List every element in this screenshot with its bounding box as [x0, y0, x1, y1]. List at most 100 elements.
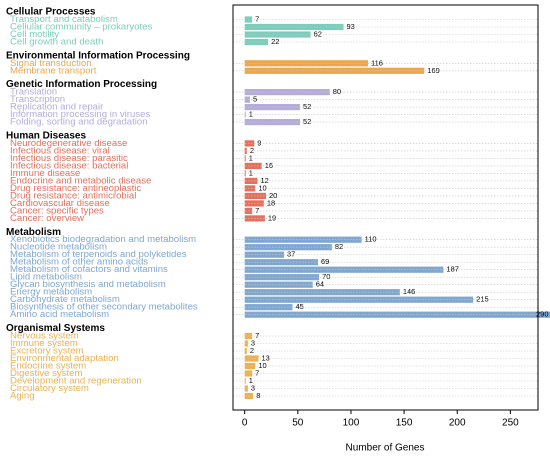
- row-label: Nucleotide metabolism: [10, 242, 107, 253]
- value-label: 7: [255, 14, 259, 23]
- row-label: Transport and catabolism: [10, 14, 118, 25]
- row-label: Glycan biosynthesis and metabolism: [10, 279, 166, 290]
- row-label: Metabolism of terpenoids and polyketides: [10, 249, 187, 260]
- row-label: Carbohydrate metabolism: [10, 294, 120, 305]
- plot-frame: [232, 4, 539, 411]
- row-label: Aging: [10, 391, 35, 402]
- group-label: Organismal Systems: [6, 323, 105, 334]
- row-label: Lipid metabolism: [10, 272, 82, 283]
- value-label: 82: [335, 242, 343, 251]
- value-label: 110: [365, 235, 377, 244]
- value-label: 7: [255, 331, 259, 340]
- bar: [244, 31, 311, 38]
- value-label: 8: [256, 391, 260, 400]
- row-label: Drug resistance: antimicrobial: [10, 190, 136, 201]
- group-label: Genetic Information Processing: [6, 79, 157, 90]
- row-label: Infectious disease: bacterial: [10, 160, 128, 171]
- value-label: 64: [316, 280, 324, 289]
- value-label: 52: [303, 117, 311, 126]
- row-label: Folding, sorting and degradation: [10, 117, 148, 128]
- row-label: Replication and repair: [10, 102, 104, 113]
- bar: [244, 296, 474, 303]
- x-tick-label: 0: [242, 418, 248, 429]
- value-label: 20: [269, 191, 277, 200]
- value-label: 19: [268, 213, 276, 222]
- bar: [244, 362, 256, 370]
- row-label: Endocrine and metabolic disease: [10, 175, 151, 186]
- value-label: 69: [321, 257, 329, 266]
- row-label: Cellular community – prokaryotes: [10, 22, 153, 33]
- value-label: 9: [257, 138, 261, 147]
- value-label: 10: [258, 183, 266, 192]
- row-label: Amino acid metabolism: [10, 309, 109, 320]
- bar: [244, 311, 550, 318]
- row-label: Transcription: [10, 94, 65, 105]
- bar: [244, 162, 262, 169]
- bar: [244, 185, 256, 192]
- x-axis-title: Number of Genes: [346, 443, 425, 454]
- group-label: Metabolism: [6, 227, 61, 238]
- row-label: Immune system: [10, 338, 78, 349]
- value-label: 7: [255, 368, 259, 377]
- row-label: Environmental adaptation: [10, 353, 119, 364]
- group-label: Cellular Processes: [6, 7, 96, 18]
- value-label: 2: [250, 146, 254, 155]
- value-label: 80: [333, 87, 341, 96]
- value-label: 12: [260, 176, 268, 185]
- value-label: 10: [258, 361, 266, 370]
- row-label: Infectious disease: parasitic: [10, 153, 128, 164]
- row-label: Translation: [10, 87, 57, 98]
- value-label: 93: [347, 22, 355, 31]
- value-label: 290: [536, 310, 549, 319]
- row-label: Information processing in viruses: [10, 109, 150, 120]
- value-label: 22: [271, 37, 279, 46]
- value-label: 37: [287, 250, 295, 259]
- row-label: Cancer: overview: [10, 213, 84, 224]
- x-tick-label: 50: [292, 418, 304, 429]
- value-label: 70: [322, 272, 330, 281]
- bar: [244, 96, 251, 103]
- row-label: Biosynthesis of other secondary metaboli…: [10, 302, 198, 313]
- row-label: Drug resistance: antineoplastic: [10, 183, 141, 194]
- row-label: Metabolism of other amino acids: [10, 257, 148, 268]
- bar: [244, 67, 425, 74]
- plot-area: 7936222116169805521529211611210201871911…: [244, 14, 550, 400]
- bar: [244, 38, 269, 46]
- value-label: 1: [249, 376, 253, 385]
- value-label: 2: [250, 346, 254, 355]
- value-label: 16: [265, 161, 273, 170]
- group-label: Environmental Information Processing: [6, 50, 190, 61]
- value-label: 18: [267, 198, 275, 207]
- value-label: 52: [303, 102, 311, 111]
- group-label: Human Diseases: [6, 131, 86, 142]
- value-label: 3: [251, 383, 255, 392]
- row-label: Circulatory system: [10, 383, 89, 394]
- row-label: Neurodegenerative disease: [10, 138, 127, 149]
- value-label: 215: [476, 295, 489, 304]
- row-label: Immune disease: [10, 168, 80, 179]
- x-tick-label: 200: [449, 418, 466, 429]
- row-label: Energy metabolism: [10, 287, 92, 298]
- row-label: Cell motility: [10, 29, 59, 40]
- bar: [244, 289, 400, 296]
- x-tick-label: 100: [343, 418, 360, 429]
- row-label: Digestive system: [10, 368, 83, 379]
- row-label: Excretory system: [10, 346, 84, 357]
- value-label: 13: [262, 353, 270, 362]
- value-label: 45: [296, 302, 304, 311]
- value-label: 169: [427, 66, 440, 75]
- value-label: 187: [446, 265, 459, 274]
- bar: [244, 304, 293, 311]
- value-label: 7: [255, 206, 259, 215]
- value-label: 5: [253, 95, 257, 104]
- row-label: Membrane transport: [10, 65, 97, 76]
- row-label: Cardiovascular disease: [10, 198, 110, 209]
- value-label: 62: [314, 29, 322, 38]
- row-label: Nervous system: [10, 331, 79, 342]
- row-label: Development and regeneration: [10, 376, 142, 387]
- row-label: Cancer: specific types: [10, 205, 104, 216]
- value-label: 1: [249, 153, 253, 162]
- x-tick-label: 150: [396, 418, 413, 429]
- row-label: Cell growth and death: [10, 37, 103, 48]
